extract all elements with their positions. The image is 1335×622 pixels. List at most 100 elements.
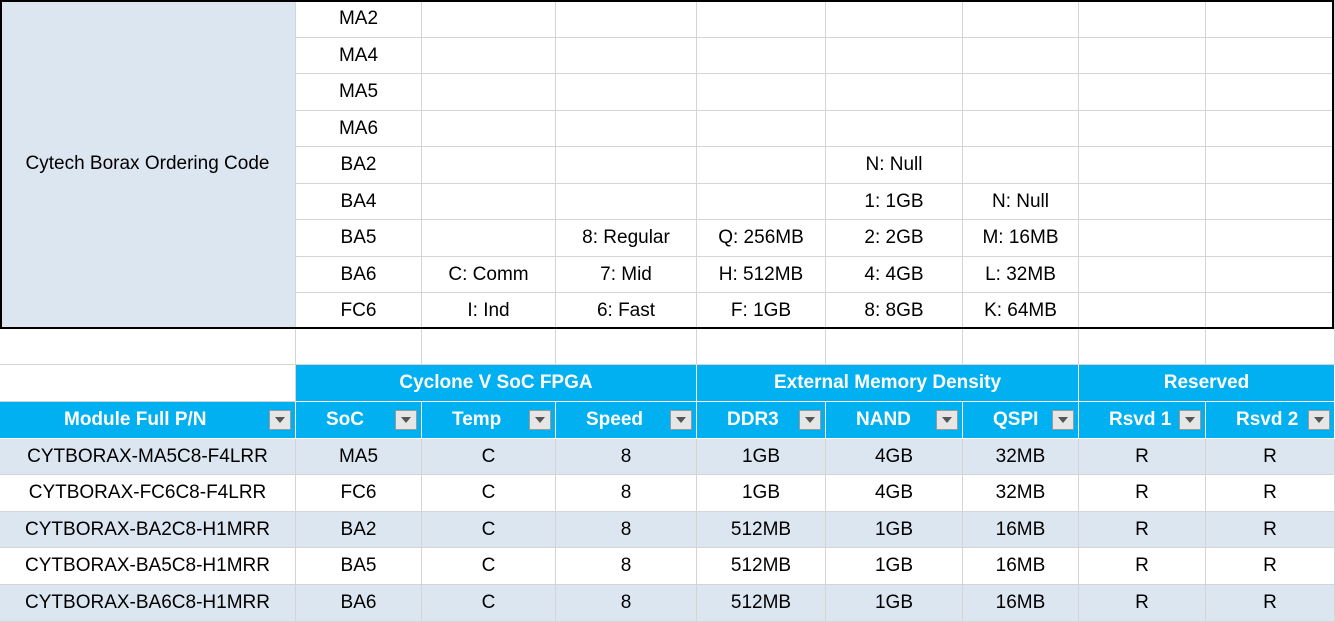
option-cell: L: 32MB bbox=[963, 257, 1079, 293]
blank-cell bbox=[1079, 293, 1206, 329]
column-header: QSPI bbox=[963, 402, 1079, 439]
option-cell bbox=[826, 0, 963, 38]
option-cell bbox=[697, 38, 826, 74]
option-cell bbox=[556, 0, 697, 38]
blank-cell bbox=[1206, 38, 1335, 74]
blank-cell bbox=[296, 329, 422, 365]
data-cell: BA6 bbox=[296, 585, 422, 622]
blank-cell bbox=[1079, 0, 1206, 38]
blank-cell bbox=[1079, 111, 1206, 147]
filter-button[interactable] bbox=[269, 410, 291, 430]
option-cell bbox=[556, 184, 697, 220]
blank-cell bbox=[1206, 220, 1335, 257]
filter-button[interactable] bbox=[1179, 410, 1201, 430]
blank-cell bbox=[0, 329, 296, 365]
filter-button[interactable] bbox=[670, 410, 692, 430]
option-cell: N: Null bbox=[963, 184, 1079, 220]
filter-button[interactable] bbox=[395, 410, 417, 430]
data-cell: 16MB bbox=[963, 512, 1079, 548]
blank-cell bbox=[0, 365, 296, 402]
blank-cell bbox=[1206, 257, 1335, 293]
blank-cell bbox=[1079, 147, 1206, 184]
option-cell bbox=[963, 0, 1079, 38]
data-cell: 1GB bbox=[826, 585, 963, 622]
data-cell: C bbox=[422, 548, 556, 585]
data-cell: 32MB bbox=[963, 439, 1079, 475]
column-header: NAND bbox=[826, 402, 963, 439]
data-cell: C bbox=[422, 475, 556, 512]
data-cell: R bbox=[1079, 585, 1206, 622]
group-header: Reserved bbox=[1079, 365, 1335, 402]
option-cell: MA4 bbox=[296, 38, 422, 74]
option-cell bbox=[422, 74, 556, 111]
data-cell: 512MB bbox=[697, 512, 826, 548]
data-cell: CYTBORAX-BA6C8-H1MRR bbox=[0, 585, 296, 622]
blank-cell bbox=[1206, 184, 1335, 220]
option-cell bbox=[556, 147, 697, 184]
option-cell bbox=[826, 38, 963, 74]
option-cell: 2: 2GB bbox=[826, 220, 963, 257]
option-cell bbox=[422, 0, 556, 38]
data-cell: 8 bbox=[556, 548, 697, 585]
option-cell bbox=[697, 0, 826, 38]
group-header: Cyclone V SoC FPGA bbox=[296, 365, 697, 402]
option-cell: K: 64MB bbox=[963, 293, 1079, 329]
blank-cell bbox=[1079, 184, 1206, 220]
option-cell bbox=[826, 111, 963, 147]
data-cell: 1GB bbox=[697, 475, 826, 512]
filter-button[interactable] bbox=[799, 410, 821, 430]
data-cell: 512MB bbox=[697, 585, 826, 622]
data-cell: BA5 bbox=[296, 548, 422, 585]
filter-button[interactable] bbox=[936, 410, 958, 430]
data-cell: CYTBORAX-BA5C8-H1MRR bbox=[0, 548, 296, 585]
data-cell: CYTBORAX-FC6C8-F4LRR bbox=[0, 475, 296, 512]
blank-cell bbox=[1206, 111, 1335, 147]
option-cell bbox=[556, 111, 697, 147]
data-cell: 1GB bbox=[826, 512, 963, 548]
filter-button[interactable] bbox=[1308, 410, 1330, 430]
column-header: Module Full P/N bbox=[0, 402, 296, 439]
data-cell: 16MB bbox=[963, 548, 1079, 585]
option-cell bbox=[963, 38, 1079, 74]
column-header: Temp bbox=[422, 402, 556, 439]
data-cell: R bbox=[1206, 585, 1335, 622]
column-header: DDR3 bbox=[697, 402, 826, 439]
option-cell bbox=[556, 74, 697, 111]
option-cell: MA2 bbox=[296, 0, 422, 38]
data-cell: CYTBORAX-MA5C8-F4LRR bbox=[0, 439, 296, 475]
option-cell bbox=[422, 184, 556, 220]
data-cell: 1GB bbox=[697, 439, 826, 475]
column-header: Speed bbox=[556, 402, 697, 439]
option-cell bbox=[697, 111, 826, 147]
column-header: SoC bbox=[296, 402, 422, 439]
blank-cell bbox=[1206, 329, 1335, 365]
option-cell: 1: 1GB bbox=[826, 184, 963, 220]
data-cell: R bbox=[1206, 512, 1335, 548]
option-cell: BA2 bbox=[296, 147, 422, 184]
option-cell: H: 512MB bbox=[697, 257, 826, 293]
option-cell bbox=[422, 220, 556, 257]
option-cell: BA6 bbox=[296, 257, 422, 293]
blank-cell bbox=[422, 329, 556, 365]
data-cell: C bbox=[422, 439, 556, 475]
option-cell bbox=[963, 74, 1079, 111]
option-cell bbox=[422, 38, 556, 74]
data-cell: 32MB bbox=[963, 475, 1079, 512]
option-cell: 7: Mid bbox=[556, 257, 697, 293]
option-cell: FC6 bbox=[296, 293, 422, 329]
blank-cell bbox=[1079, 74, 1206, 111]
filter-button[interactable] bbox=[1052, 410, 1074, 430]
data-cell: R bbox=[1079, 475, 1206, 512]
option-cell: 8: 8GB bbox=[826, 293, 963, 329]
blank-cell bbox=[1206, 293, 1335, 329]
filter-button[interactable] bbox=[529, 410, 551, 430]
data-cell: 8 bbox=[556, 585, 697, 622]
option-cell bbox=[826, 74, 963, 111]
option-cell: 4: 4GB bbox=[826, 257, 963, 293]
data-cell: 4GB bbox=[826, 439, 963, 475]
option-cell: 6: Fast bbox=[556, 293, 697, 329]
data-cell: 16MB bbox=[963, 585, 1079, 622]
data-cell: R bbox=[1079, 512, 1206, 548]
option-cell bbox=[697, 74, 826, 111]
